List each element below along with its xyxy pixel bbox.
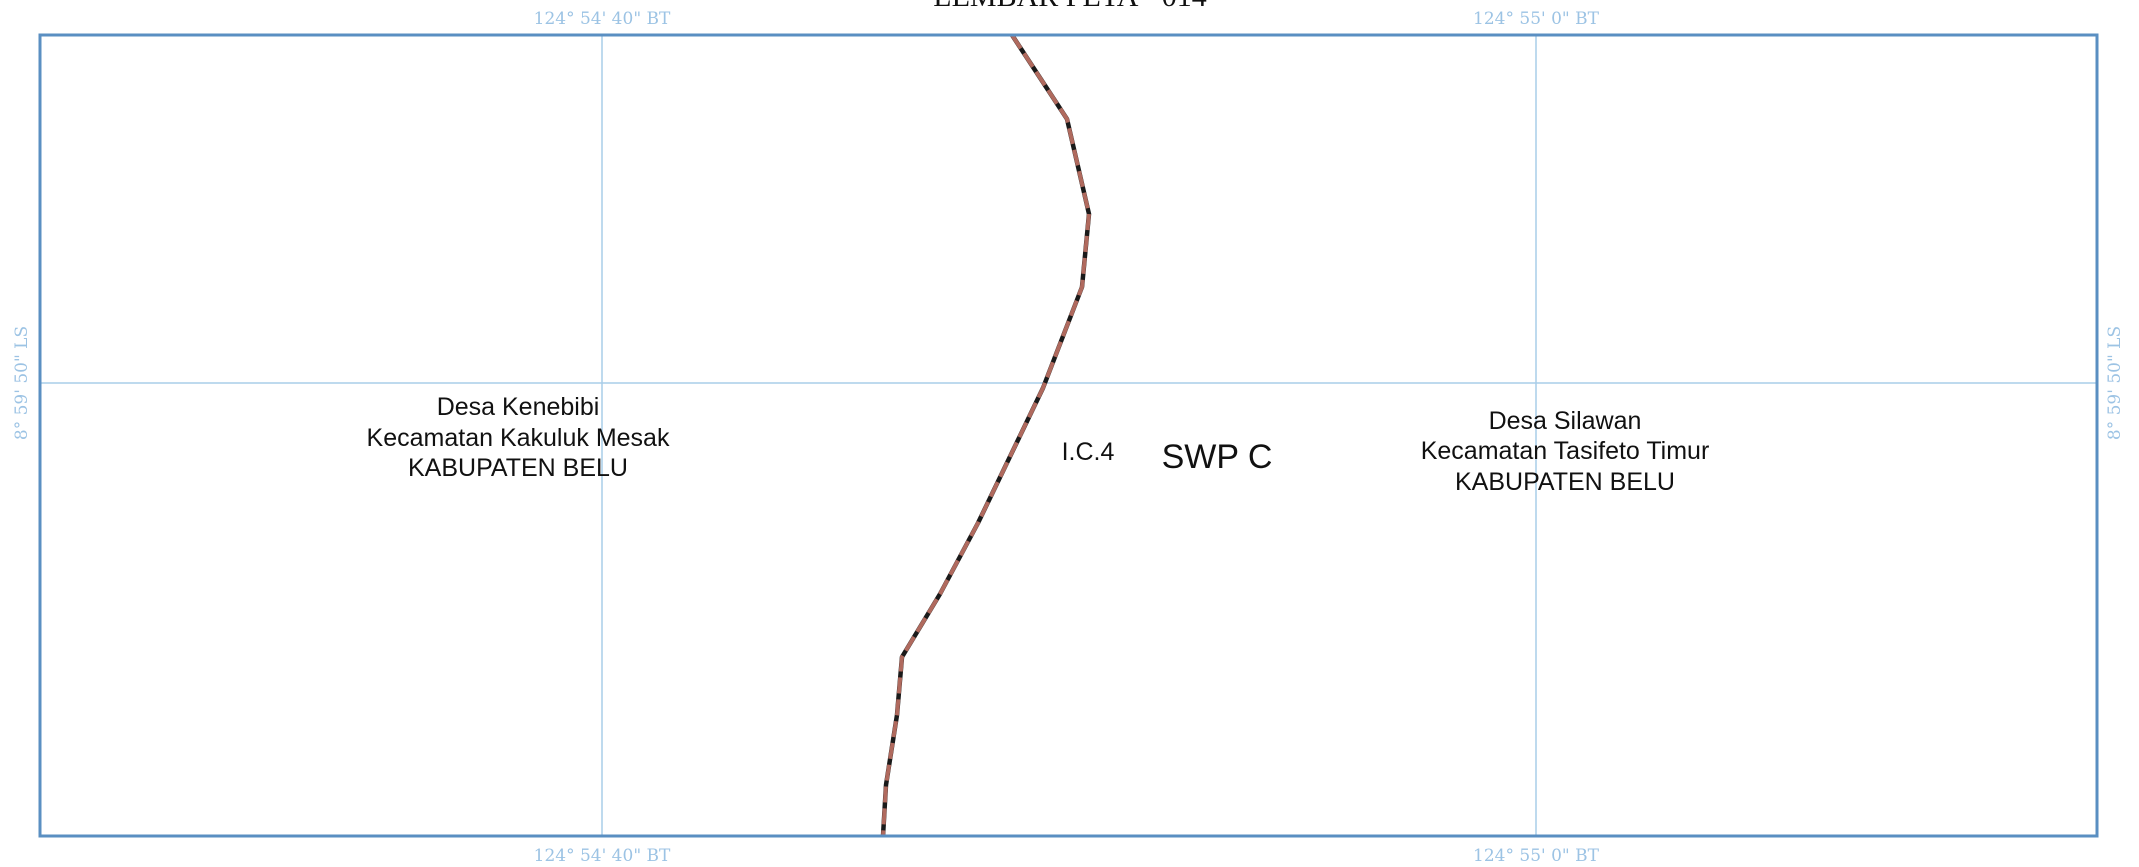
administrative-boundary-dash [881, 33, 1091, 837]
coord-label-right-1: 8° 59' 50" LS [2105, 326, 2125, 440]
coord-label-left-1: 8° 59' 50" LS [12, 326, 32, 440]
east-district-label: Kecamatan Tasifeto Timur [1421, 437, 1710, 465]
coord-label-bottom-2: 124° 55' 0" BT [1473, 846, 1600, 866]
administrative-boundary-line [880, 33, 1092, 837]
west-district-label: Kecamatan Kakuluk Mesak [367, 424, 670, 452]
zone-code-label: I.C.4 [1062, 438, 1115, 466]
coord-label-top-2: 124° 55' 0" BT [1473, 9, 1600, 29]
coord-label-top-1: 124° 54' 40" BT [534, 9, 671, 29]
coord-label-bottom-1: 124° 54' 40" BT [534, 846, 671, 866]
east-village-label: Desa Silawan [1489, 407, 1642, 435]
east-regency-label: KABUPATEN BELU [1455, 468, 1675, 496]
west-regency-label: KABUPATEN BELU [408, 454, 628, 482]
map-frame [38, 33, 2099, 838]
sheet-title: LEMBAR PETA - 014 [933, 0, 1206, 13]
swp-label: SWP C [1162, 438, 1273, 476]
west-village-label: Desa Kenebibi [437, 393, 600, 421]
